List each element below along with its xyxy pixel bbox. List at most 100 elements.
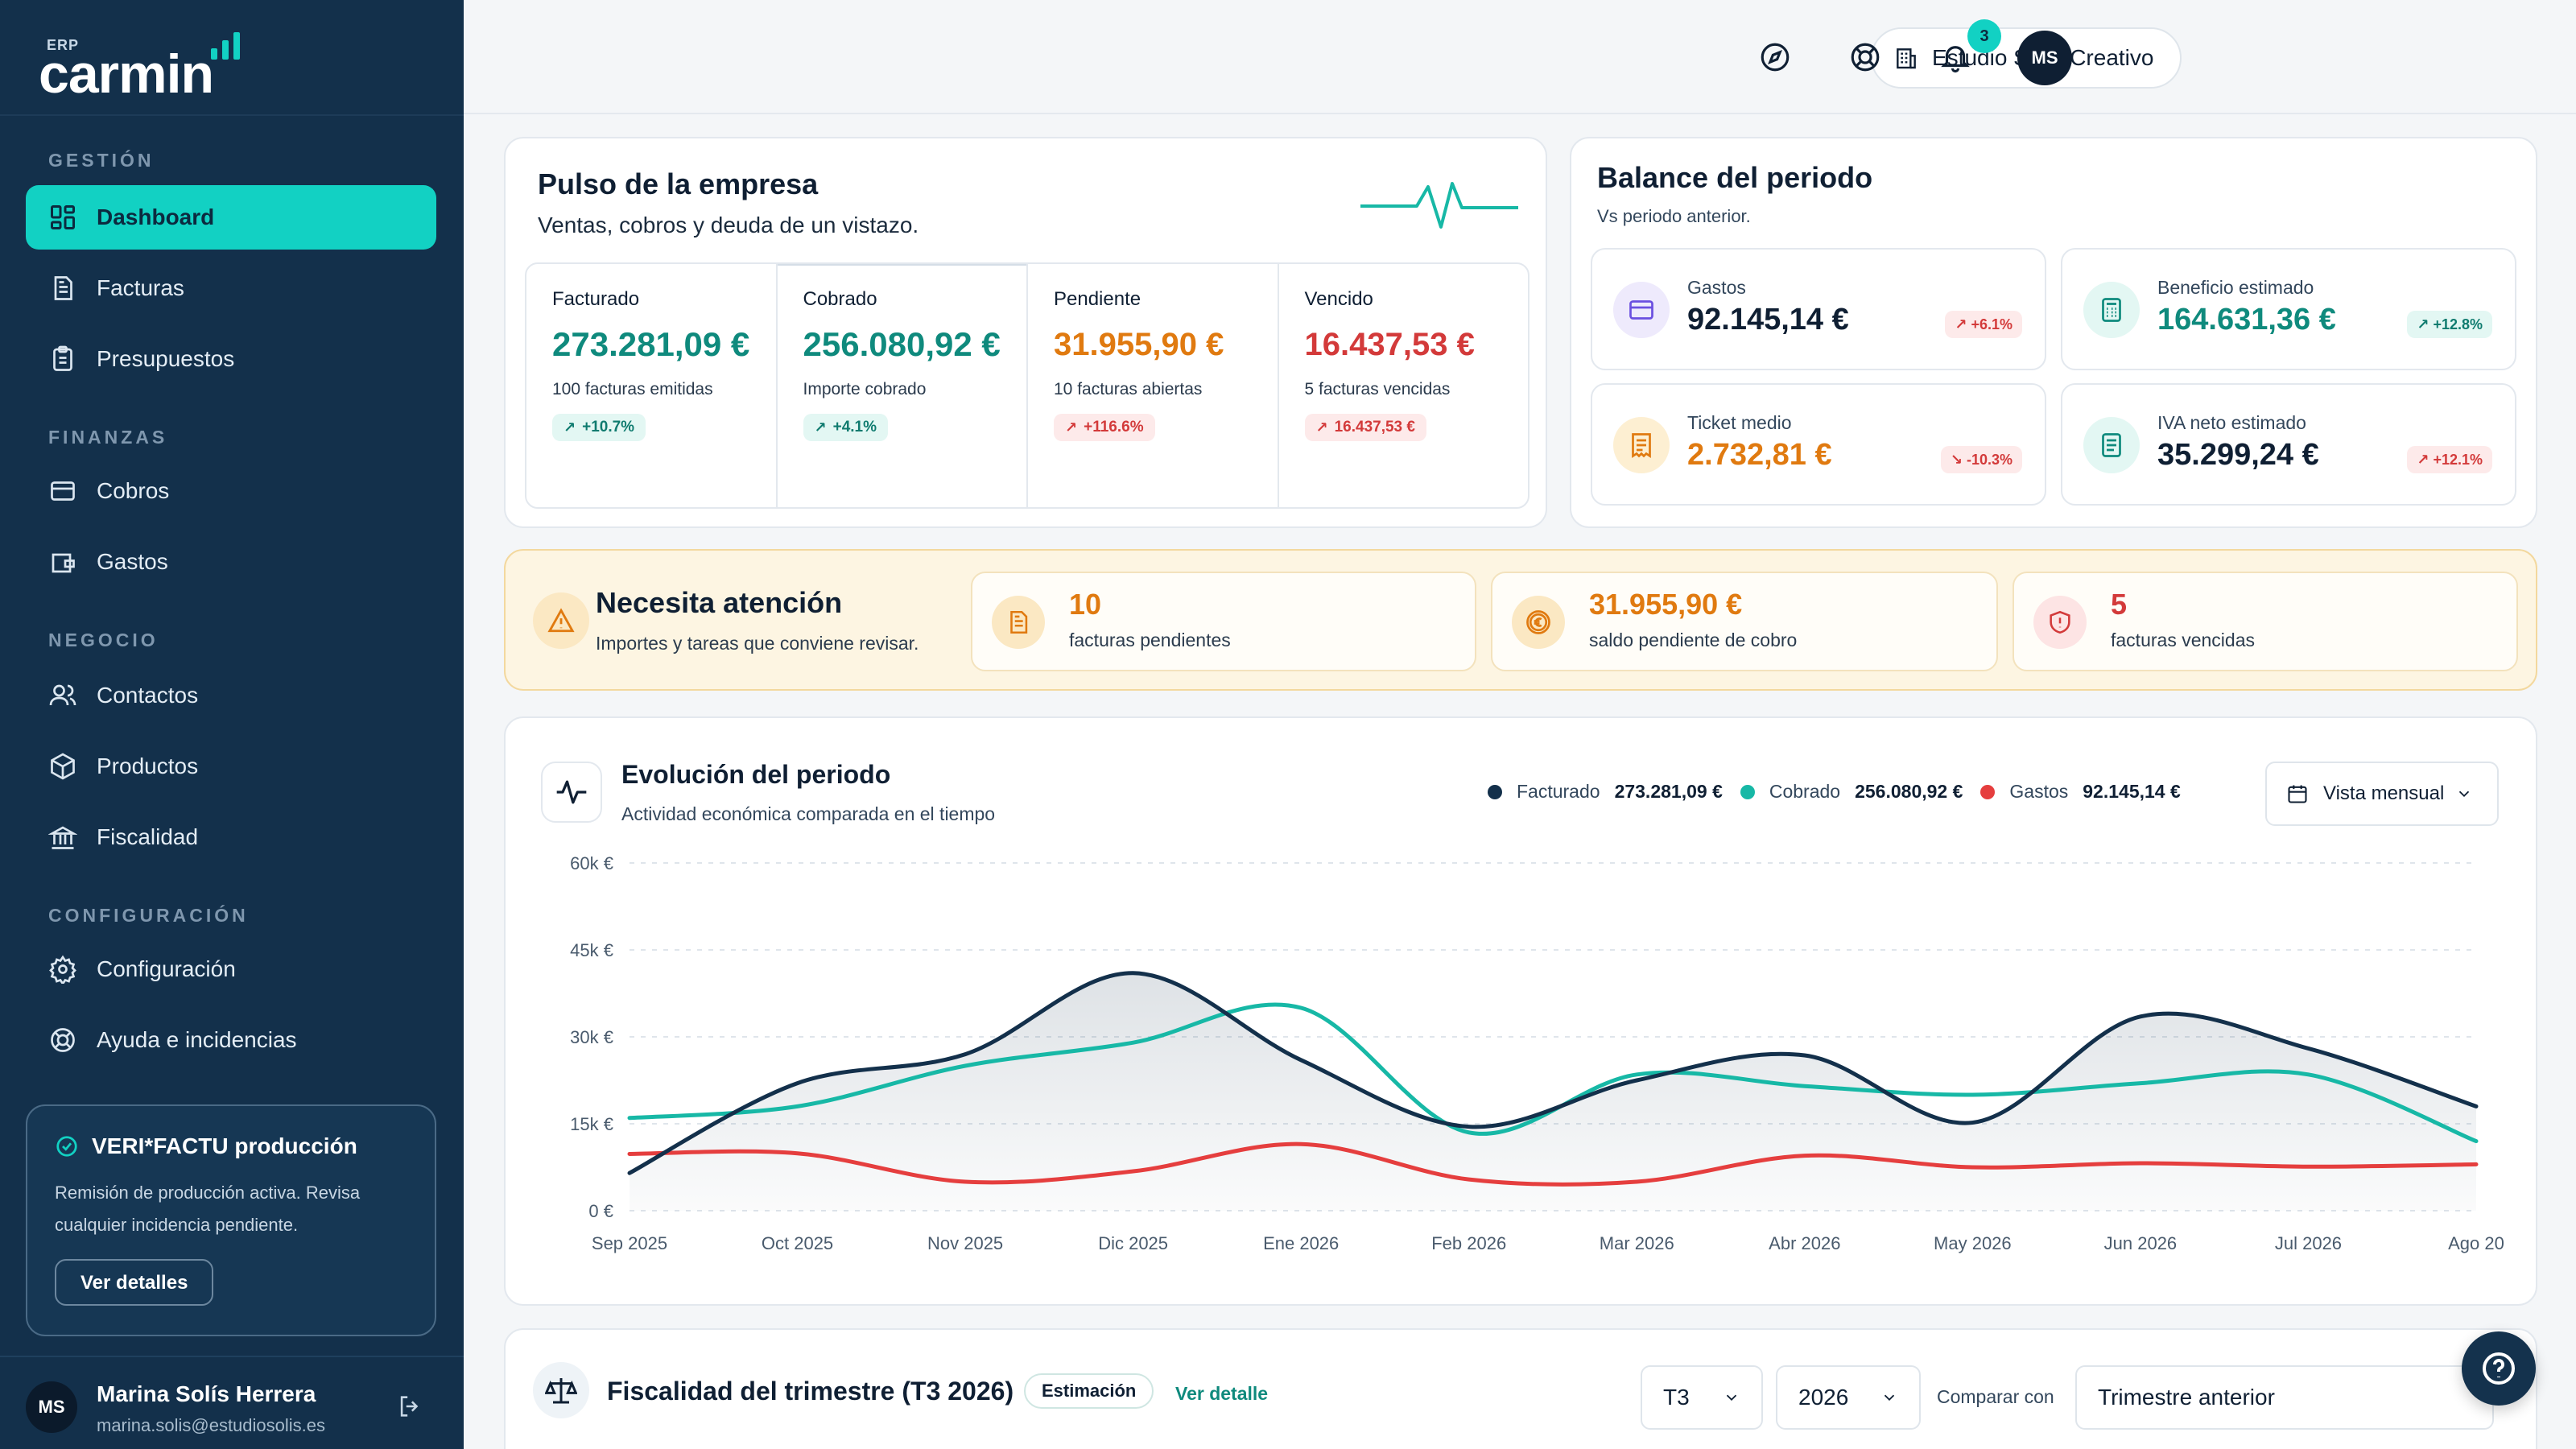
bell-icon[interactable] bbox=[1938, 40, 1972, 74]
attention-pending-invoices[interactable]: 10 facturas pendientes bbox=[971, 572, 1476, 671]
sidebar-item-label: Presupuestos bbox=[97, 346, 235, 371]
trend-chip: ↘ -10.3% bbox=[1940, 446, 2022, 473]
metric-facturado[interactable]: Facturado 273.281,09 € 100 facturas emit… bbox=[526, 264, 778, 507]
legend-dot bbox=[1980, 784, 1996, 799]
invoice-icon bbox=[992, 596, 1045, 649]
euro-coin-icon bbox=[1512, 596, 1565, 649]
sidebar-item-ayuda[interactable]: Ayuda e incidencias bbox=[26, 1008, 436, 1072]
compare-select[interactable]: Trimestre anterior bbox=[2075, 1365, 2494, 1430]
metric-vencido[interactable]: Vencido 16.437,53 € 5 facturas vencidas … bbox=[1279, 264, 1529, 507]
avatar[interactable]: MS bbox=[26, 1381, 77, 1433]
metric-value: 273.281,09 € bbox=[552, 325, 750, 363]
balance-beneficio[interactable]: Beneficio estimado 164.631,36 € ↗ +12.8% bbox=[2061, 248, 2516, 370]
check-circle-icon bbox=[56, 1136, 77, 1157]
pulso-subtitle: Ventas, cobros y deuda de un vistazo. bbox=[538, 213, 919, 237]
bank-icon bbox=[48, 826, 77, 849]
legend-dot bbox=[1740, 784, 1755, 799]
y-tick-label: 45k € bbox=[570, 940, 613, 960]
invoice-icon bbox=[54, 276, 72, 300]
compass-icon[interactable] bbox=[1758, 40, 1792, 74]
arrow-up-right-icon: ↗ bbox=[564, 419, 576, 436]
legend-item-cobrado: Cobrado 256.080,92 € bbox=[1740, 781, 1963, 803]
box-icon bbox=[51, 753, 75, 780]
arrow-down-right-icon: ↘ bbox=[1950, 451, 1967, 468]
question-icon bbox=[2483, 1352, 2515, 1385]
series-line-cobrado bbox=[627, 1002, 2479, 1144]
attention-pending-balance[interactable]: 31.955,90 € saldo pendiente de cobro bbox=[1491, 572, 1998, 671]
sidebar-item-productos[interactable]: Productos bbox=[26, 734, 436, 799]
calculator-icon bbox=[2083, 282, 2140, 338]
legend-value: 92.145,14 € bbox=[2083, 781, 2181, 802]
trend-chip: ↗ 16.437,53 € bbox=[1304, 414, 1426, 441]
evolution-title: Evolución del periodo bbox=[621, 760, 891, 789]
sidebar-item-label: Contactos bbox=[97, 683, 199, 708]
help-button[interactable] bbox=[2462, 1331, 2536, 1406]
section-label-configuracion: CONFIGURACIÓN bbox=[48, 905, 249, 926]
shield-alert-icon bbox=[2033, 596, 2087, 649]
balance-ticket[interactable]: Ticket medio 2.732,81 € ↘ -10.3% bbox=[1591, 383, 2046, 506]
x-tick-label: Oct 2025 bbox=[762, 1233, 833, 1253]
sidebar-item-configuracion[interactable]: Configuración bbox=[26, 937, 436, 1001]
verifactu-panel: VERI*FACTU producción Remisión de produc… bbox=[26, 1104, 436, 1336]
sidebar-item-facturas[interactable]: Facturas bbox=[26, 256, 436, 320]
metric-pendiente[interactable]: Pendiente 31.955,90 € 10 facturas abiert… bbox=[1028, 264, 1279, 507]
legend-item-facturado: Facturado 273.281,09 € bbox=[1488, 781, 1723, 803]
quarter-select[interactable]: T3 bbox=[1641, 1365, 1763, 1430]
pulso-title: Pulso de la empresa bbox=[538, 167, 819, 200]
trend-chip: ↗ +6.1% bbox=[1945, 311, 2022, 338]
balance-iva[interactable]: IVA neto estimado 35.299,24 € ↗ +12.1% bbox=[2061, 383, 2516, 506]
brand-logo[interactable]: ERP carmin bbox=[39, 27, 248, 101]
sidebar-item-cobros[interactable]: Cobros bbox=[26, 459, 436, 523]
view-mode-select[interactable]: Vista mensual bbox=[2265, 762, 2499, 826]
metric-cobrado[interactable]: Cobrado 256.080,92 € Importe cobrado ↗ +4… bbox=[777, 264, 1028, 507]
x-tick-label: Jul 2026 bbox=[2275, 1233, 2342, 1253]
metric-note: 10 facturas abiertas bbox=[1054, 380, 1203, 398]
legend-name: Facturado bbox=[1517, 781, 1600, 802]
chart-legend: Facturado 273.281,09 € Cobrado 256.080,9… bbox=[1488, 781, 2198, 803]
sidebar-item-label: Ayuda e incidencias bbox=[97, 1027, 297, 1052]
pulso-metrics: Facturado 273.281,09 € 100 facturas emit… bbox=[525, 262, 1530, 509]
metric-value: 16.437,53 € bbox=[1304, 327, 1475, 362]
attention-subtitle: Importes y tareas que conviene revisar. bbox=[596, 633, 919, 654]
metric-label: Pendiente bbox=[1054, 288, 1141, 310]
sidebar-item-label: Dashboard bbox=[97, 204, 215, 229]
metric-label: Cobrado bbox=[803, 288, 877, 310]
logout-icon[interactable] bbox=[396, 1393, 423, 1420]
attention-overdue-invoices[interactable]: 5 facturas vencidas bbox=[2013, 572, 2518, 671]
year-select[interactable]: 2026 bbox=[1776, 1365, 1921, 1430]
dashboard-icon bbox=[51, 205, 75, 229]
legend-item-gastos: Gastos 92.145,14 € bbox=[1980, 781, 2181, 803]
x-tick-label: Abr 2026 bbox=[1769, 1233, 1840, 1253]
calendar-icon bbox=[2288, 785, 2307, 803]
metric-note: Importe cobrado bbox=[803, 380, 927, 398]
chevron-down-icon bbox=[1726, 1394, 1737, 1402]
arrow-up-right-icon: ↗ bbox=[2417, 316, 2434, 332]
user-profile: MS Marina Solís Herrera marina.solis@est… bbox=[0, 1356, 464, 1449]
lifebuoy-icon[interactable] bbox=[1848, 40, 1882, 74]
avatar[interactable]: MS bbox=[2017, 31, 2072, 85]
attention-value: 5 bbox=[2111, 588, 2128, 621]
metric-label: Facturado bbox=[552, 288, 640, 310]
trend-chip: ↗ +4.1% bbox=[803, 414, 888, 441]
y-tick-label: 30k € bbox=[570, 1027, 613, 1047]
sidebar-item-label: Cobros bbox=[97, 478, 170, 503]
card-icon bbox=[1613, 282, 1670, 338]
sidebar-item-presupuestos[interactable]: Presupuestos bbox=[26, 327, 436, 391]
chevron-down-icon bbox=[2459, 791, 2470, 798]
legend-value: 256.080,92 € bbox=[1855, 781, 1963, 802]
arrow-up-right-icon: ↗ bbox=[1065, 419, 1078, 436]
attention-banner: Necesita atención Importes y tareas que … bbox=[504, 549, 2537, 691]
metric-value: 256.080,92 € bbox=[803, 325, 1001, 363]
ver-detalle-link[interactable]: Ver detalle bbox=[1175, 1383, 1269, 1404]
balance-gastos[interactable]: Gastos 92.145,14 € ↗ +6.1% bbox=[1591, 248, 2046, 370]
legend-dot bbox=[1488, 784, 1502, 799]
sidebar-item-fiscalidad[interactable]: Fiscalidad bbox=[26, 805, 436, 869]
sidebar-item-gastos[interactable]: Gastos bbox=[26, 530, 436, 594]
compare-value: Trimestre anterior bbox=[2098, 1385, 2275, 1410]
topbar: Estudio Solís Creativo 3 MS bbox=[464, 0, 2576, 114]
ver-detalles-button[interactable]: Ver detalles bbox=[55, 1259, 214, 1306]
sidebar-item-dashboard[interactable]: Dashboard bbox=[26, 185, 436, 250]
sidebar-item-contactos[interactable]: Contactos bbox=[26, 663, 436, 728]
evolution-subtitle: Actividad económica comparada en el tiem… bbox=[621, 803, 996, 824]
arrow-up-right-icon: ↗ bbox=[1955, 316, 1971, 332]
